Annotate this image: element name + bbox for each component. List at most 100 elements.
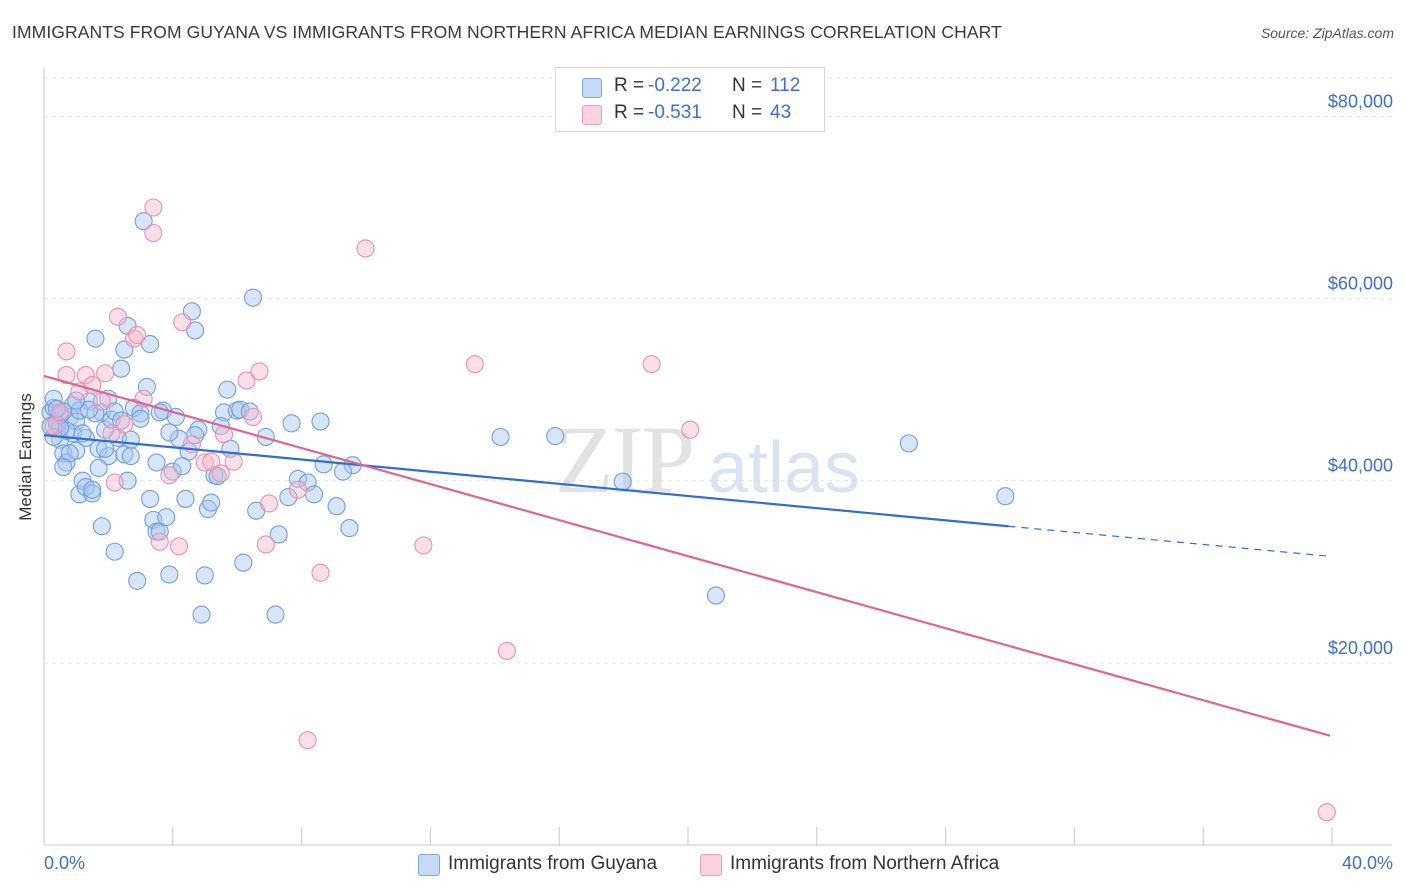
point-northern-africa	[160, 466, 179, 485]
point-northern-africa	[414, 536, 433, 555]
point-northern-africa	[465, 355, 484, 374]
point-guyana	[546, 427, 565, 446]
point-northern-africa	[237, 371, 256, 390]
legend-row-guyana: R = -0.222 N = 112	[556, 74, 824, 102]
point-northern-africa	[298, 731, 317, 750]
point-guyana	[491, 427, 510, 447]
series-guyana-points	[41, 212, 1015, 624]
series-northern-africa-points	[44, 198, 1336, 822]
point-northern-africa	[681, 420, 700, 439]
point-guyana	[160, 565, 179, 584]
point-northern-africa	[144, 223, 163, 243]
point-guyana	[282, 414, 301, 433]
point-guyana	[89, 458, 108, 478]
point-guyana	[613, 472, 632, 491]
bottom-legend-swatch-guyana	[418, 854, 440, 876]
point-northern-africa	[169, 537, 189, 556]
point-guyana	[333, 462, 353, 481]
point-northern-africa	[256, 535, 275, 554]
point-guyana	[234, 553, 253, 572]
point-guyana	[96, 439, 115, 458]
point-guyana	[86, 329, 105, 348]
point-guyana	[288, 469, 308, 488]
point-guyana	[79, 400, 99, 419]
point-guyana	[147, 453, 166, 472]
point-guyana	[298, 473, 317, 492]
legend-n-label: N =	[732, 75, 763, 96]
legend-r-value: -0.222	[648, 75, 702, 96]
legend-swatch-northern-africa	[582, 105, 602, 125]
x-ticks	[43, 827, 1333, 845]
point-guyana	[706, 586, 725, 605]
y-tick-label: $40,000	[1328, 456, 1393, 476]
point-northern-africa	[224, 452, 243, 471]
point-northern-africa	[144, 198, 163, 217]
trendline-guyana-extension	[1008, 525, 1331, 557]
point-guyana	[340, 519, 359, 538]
point-guyana	[160, 423, 179, 442]
point-northern-africa	[92, 392, 111, 411]
point-guyana	[112, 359, 131, 378]
gridlines	[44, 77, 1392, 664]
point-northern-africa	[243, 407, 263, 427]
point-guyana	[83, 480, 102, 499]
point-guyana	[105, 402, 124, 421]
point-northern-africa	[57, 342, 76, 361]
point-guyana	[121, 430, 140, 449]
point-northern-africa	[259, 494, 279, 513]
point-guyana	[202, 493, 221, 512]
point-guyana	[186, 321, 205, 340]
correlation-legend: R = -0.222 N = 112 R = -0.531 N = 43	[555, 67, 825, 132]
x-tick-label-left: 0.0%	[44, 853, 85, 873]
point-northern-africa	[497, 641, 517, 661]
point-guyana	[311, 412, 330, 431]
point-northern-africa	[51, 403, 70, 422]
point-guyana	[141, 335, 160, 354]
trend-layer	[43, 374, 1331, 737]
point-guyana	[54, 458, 73, 477]
y-tick-label: $60,000	[1328, 274, 1393, 294]
y-axis-label: Median Earnings	[16, 393, 35, 521]
point-guyana	[243, 288, 263, 307]
trendline-guyana	[43, 434, 1009, 528]
bottom-legend-label-guyana: Immigrants from Guyana	[448, 853, 658, 874]
point-northern-africa	[173, 313, 192, 332]
point-guyana	[137, 377, 156, 396]
point-guyana	[327, 497, 346, 516]
point-guyana	[266, 605, 285, 624]
point-northern-africa	[76, 366, 95, 385]
y-tick-label: $20,000	[1328, 638, 1393, 658]
point-guyana	[141, 489, 160, 508]
point-guyana	[157, 508, 176, 527]
bottom-legend-label-northern-africa: Immigrants from Northern Africa	[730, 853, 1000, 874]
legend-row-northern-africa: R = -0.531 N = 43	[556, 101, 824, 129]
point-northern-africa	[96, 364, 115, 383]
point-northern-africa	[105, 473, 124, 492]
point-northern-africa	[1317, 803, 1336, 822]
legend-n-label: N =	[732, 102, 763, 123]
point-northern-africa	[195, 453, 214, 472]
points-layer	[41, 198, 1336, 822]
point-guyana	[128, 571, 147, 590]
point-northern-africa	[250, 362, 269, 381]
point-guyana	[176, 489, 195, 508]
legend-n-value: 112	[770, 75, 801, 96]
legend-swatch-guyana	[582, 78, 602, 98]
point-guyana	[134, 212, 153, 231]
y-tick-label: $80,000	[1328, 91, 1393, 111]
point-northern-africa	[211, 464, 230, 483]
point-northern-africa	[288, 480, 308, 499]
watermark-atlas: atlas	[708, 428, 860, 508]
point-guyana	[240, 402, 259, 421]
point-guyana	[121, 447, 140, 466]
point-northern-africa	[128, 325, 147, 345]
point-northern-africa	[642, 355, 661, 374]
point-guyana	[92, 517, 111, 536]
point-guyana	[131, 404, 150, 423]
point-northern-africa	[202, 452, 221, 471]
point-guyana	[218, 380, 237, 399]
chart-title: IMMIGRANTS FROM GUYANA VS IMMIGRANTS FRO…	[12, 22, 1002, 42]
legend-r-value: -0.531	[648, 102, 702, 123]
point-guyana	[314, 455, 333, 474]
